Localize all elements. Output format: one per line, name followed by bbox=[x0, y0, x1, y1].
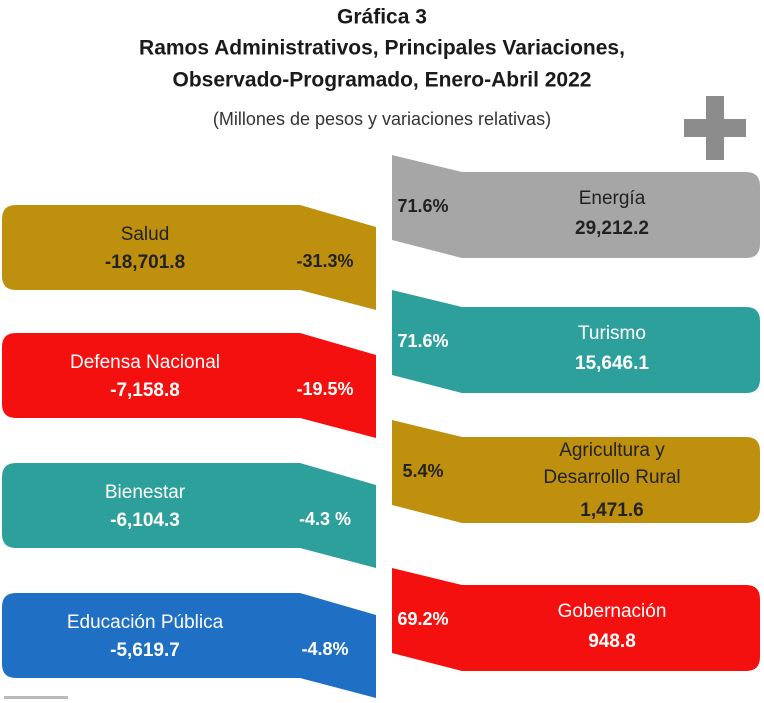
ramo-name: Defensa Nacional bbox=[70, 352, 220, 373]
ramo-name: Turismo bbox=[578, 323, 646, 344]
increase-box bbox=[392, 420, 760, 523]
ramo-value: 948.8 bbox=[588, 631, 636, 652]
ramo-change: -19.5% bbox=[296, 379, 353, 399]
ramo-value: -18,701.8 bbox=[105, 252, 185, 273]
decrease-box bbox=[2, 205, 376, 310]
ramo-value: 29,212.2 bbox=[575, 218, 649, 239]
ramo-value: 1,471.6 bbox=[580, 500, 643, 521]
plus-icon bbox=[684, 96, 746, 160]
ramo-value: -5,619.7 bbox=[110, 640, 180, 661]
ramo-value: -7,158.8 bbox=[110, 380, 180, 401]
title-line: Ramos Administrativos, Principales Varia… bbox=[139, 37, 625, 60]
ramo-name: Energía bbox=[579, 188, 646, 209]
ramo-name: Agricultura y bbox=[559, 440, 665, 461]
ramo-value: 15,646.1 bbox=[575, 353, 649, 374]
ramo-change: 5.4% bbox=[402, 461, 443, 481]
increase-box bbox=[392, 290, 760, 393]
ramo-value: -6,104.3 bbox=[110, 510, 180, 531]
decrease-box bbox=[2, 333, 376, 438]
increase-box bbox=[392, 155, 760, 258]
decrease-box bbox=[2, 463, 376, 568]
subtitle: (Millones de pesos y variaciones relativ… bbox=[213, 109, 551, 129]
ramo-change: -31.3% bbox=[296, 251, 353, 271]
ramo-change: 71.6% bbox=[397, 196, 448, 216]
title-line: Gráfica 3 bbox=[337, 6, 427, 29]
ramo-name: Educación Pública bbox=[67, 612, 224, 633]
ramo-name: Salud bbox=[121, 224, 170, 245]
decrease-box bbox=[2, 593, 376, 698]
title-line: Observado-Programado, Enero-Abril 2022 bbox=[173, 69, 592, 92]
ramo-name: Desarrollo Rural bbox=[543, 467, 680, 488]
ramo-name: Bienestar bbox=[105, 482, 186, 503]
footer-rule bbox=[4, 696, 68, 699]
ramo-change: 71.6% bbox=[397, 331, 448, 351]
ramo-name: Gobernación bbox=[558, 601, 667, 622]
increase-box bbox=[392, 568, 760, 671]
ramo-change: 69.2% bbox=[397, 609, 448, 629]
ramo-change: -4.8% bbox=[301, 639, 348, 659]
ramo-change: -4.3 % bbox=[299, 509, 351, 529]
